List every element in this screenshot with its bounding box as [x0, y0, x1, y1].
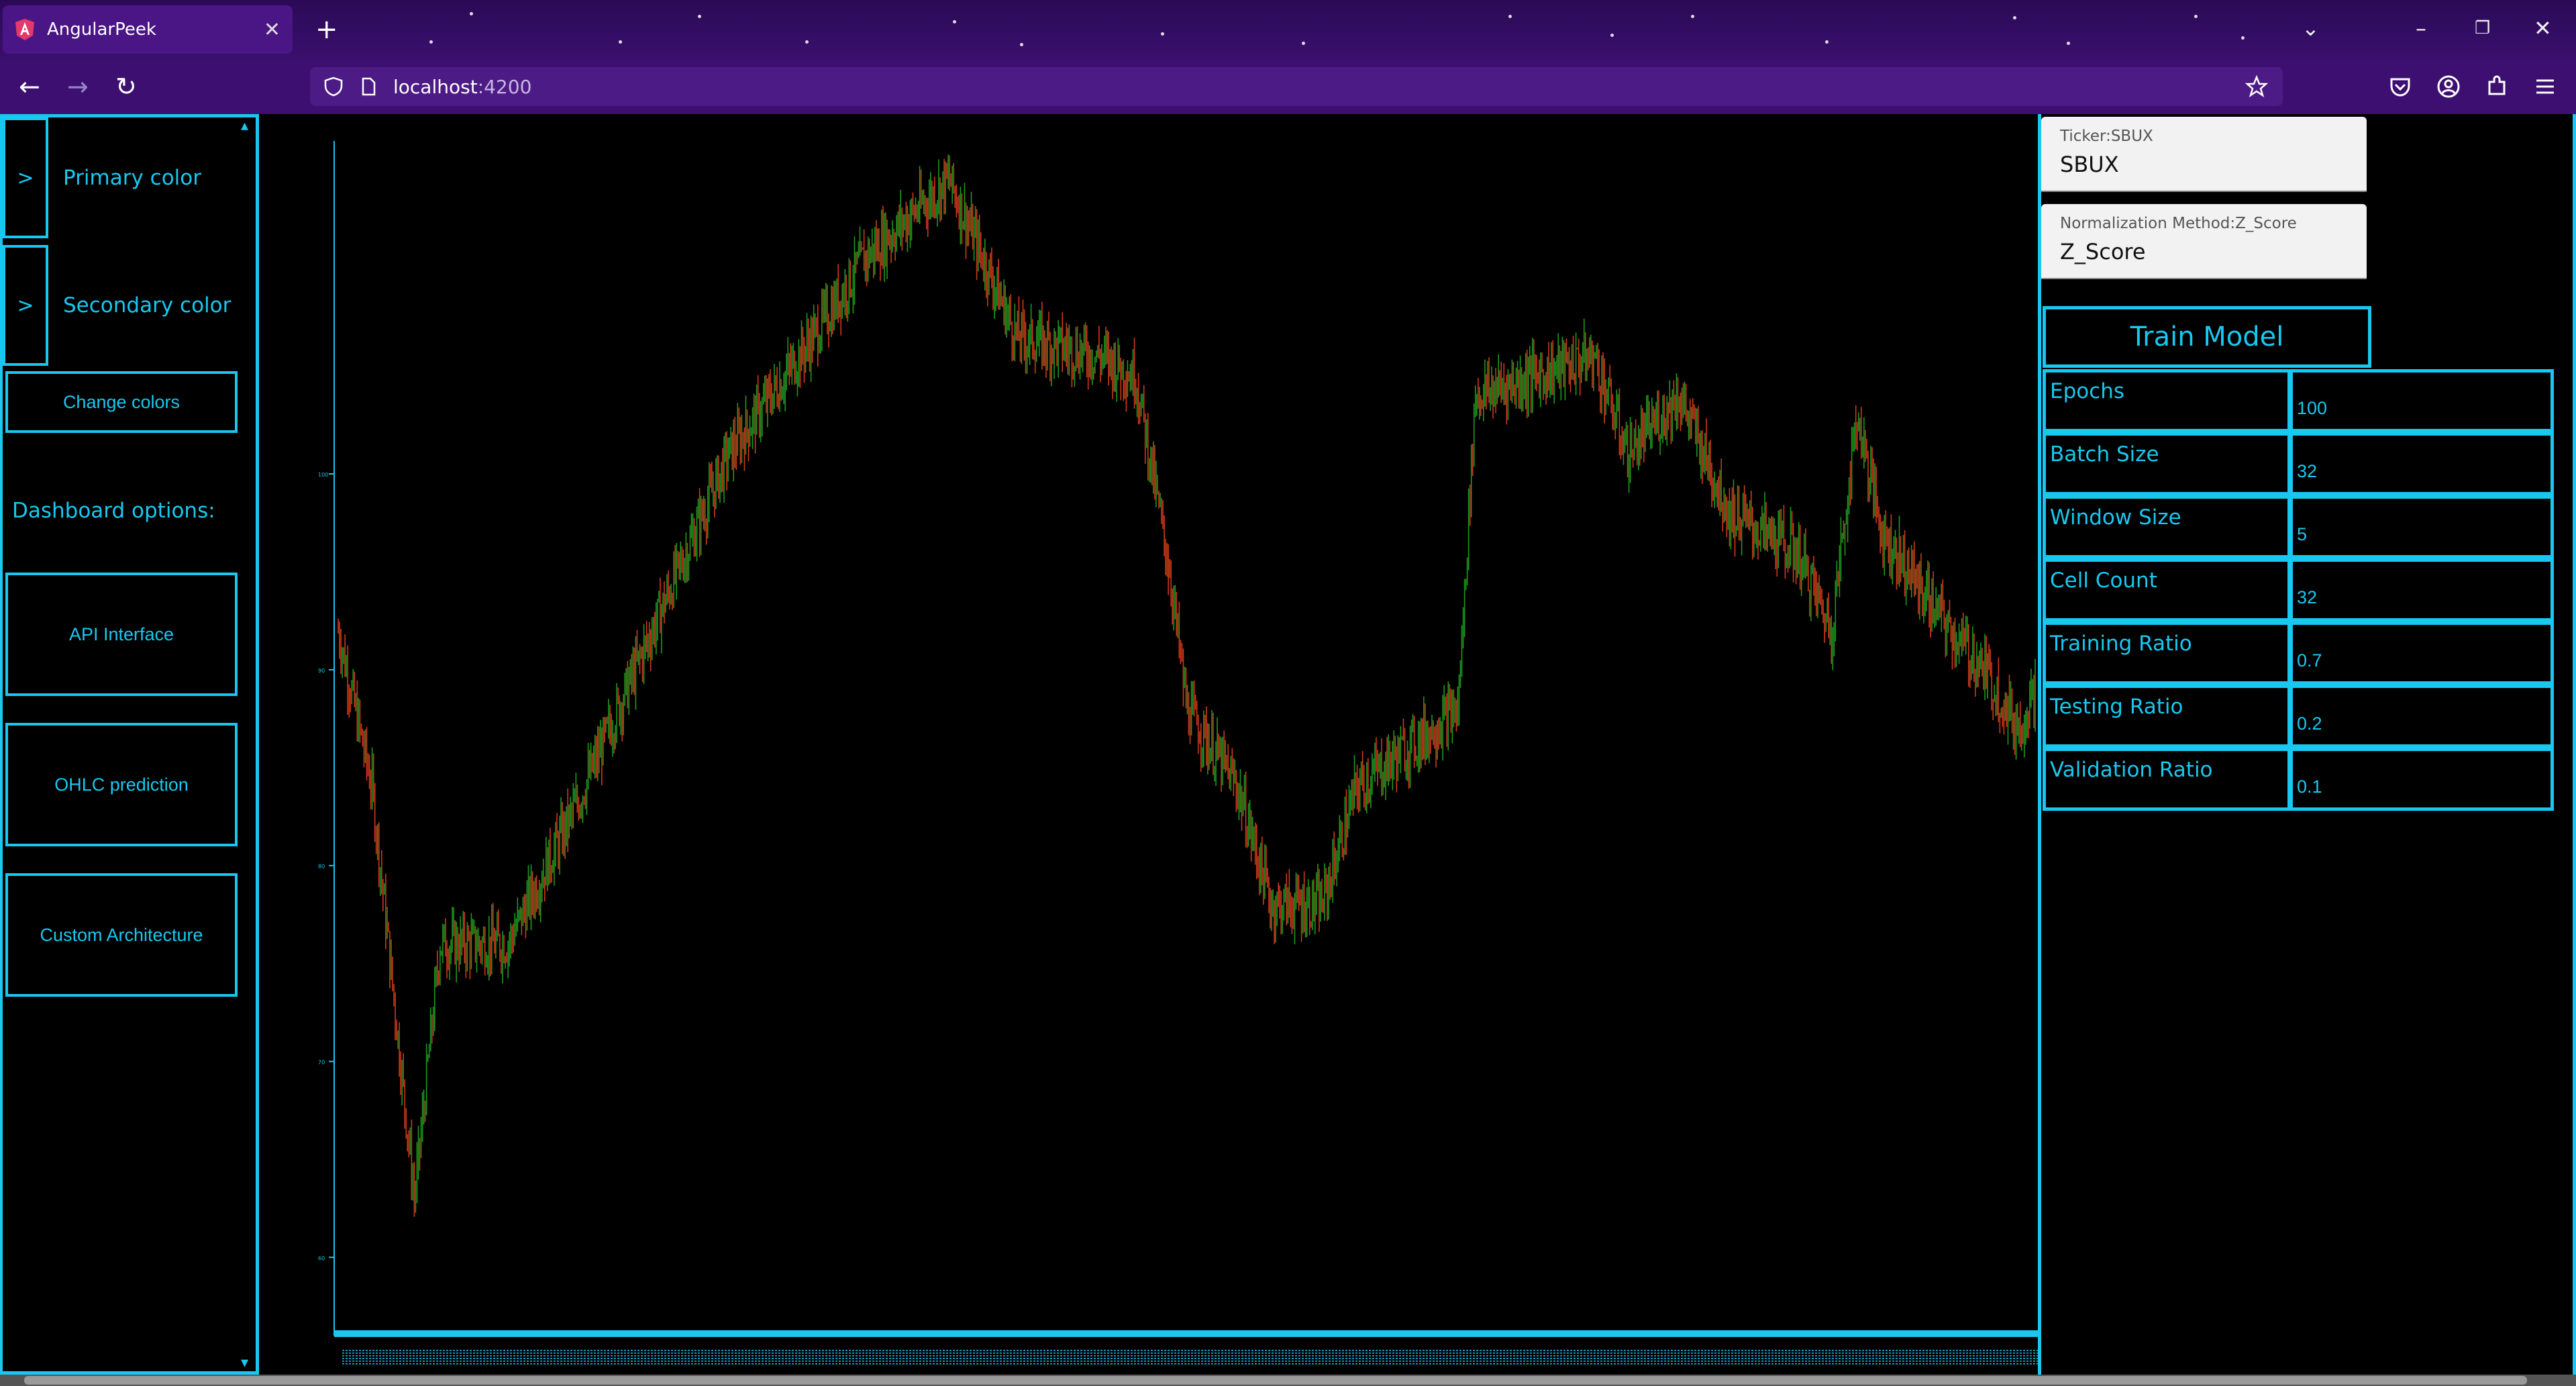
star-decoration	[805, 40, 809, 44]
param-row-testing-ratio: Testing Ratio 0.2	[2041, 685, 2554, 748]
param-label: Validation Ratio	[2043, 748, 2291, 811]
x-axis	[334, 1330, 2038, 1337]
param-row-cell-count: Cell Count 32	[2041, 558, 2554, 622]
sidebar-scrollbar[interactable]: ▴ ▾	[240, 117, 254, 1371]
forward-icon[interactable]: →	[67, 72, 89, 101]
star-decoration	[2067, 42, 2070, 45]
param-value-training-ratio[interactable]: 0.7	[2289, 622, 2554, 685]
param-row-batch-size: Batch Size 32	[2041, 432, 2554, 495]
star-decoration	[953, 20, 956, 23]
angular-icon	[15, 19, 34, 40]
ticker-field[interactable]: Ticker:SBUX SBUX	[2041, 117, 2367, 192]
star-decoration	[2194, 15, 2198, 18]
sidebar: > Primary color > Secondary color Change…	[0, 114, 259, 1375]
change-colors-button[interactable]: Change colors	[5, 371, 238, 433]
param-label: Training Ratio	[2043, 622, 2291, 685]
scroll-down-icon[interactable]: ▾	[241, 1354, 249, 1371]
param-value-validation-ratio[interactable]: 0.1	[2289, 748, 2554, 811]
star-decoration	[429, 40, 433, 44]
account-icon[interactable]	[2436, 74, 2461, 99]
y-tick-label: 80	[318, 864, 325, 870]
y-tick-label: 100	[318, 472, 328, 478]
star-decoration	[1825, 40, 1828, 44]
primary-color-label: Primary color	[63, 166, 201, 190]
ticker-field-label: Ticker:SBUX	[2060, 128, 2153, 145]
minimize-icon[interactable]: –	[2416, 15, 2426, 41]
train-model-button[interactable]: Train Model	[2043, 306, 2371, 368]
ohlc-chart-panel: 60 70 80 90 100	[259, 114, 2041, 1375]
url-host: localhost	[393, 75, 478, 98]
secondary-color-toggle[interactable]: >	[3, 245, 48, 366]
star-decoration	[1508, 15, 1512, 18]
plus-icon[interactable]: +	[315, 14, 338, 45]
close-icon[interactable]: ✕	[263, 17, 280, 42]
param-row-epochs: Epochs 100	[2041, 369, 2554, 432]
app-root: > Primary color > Secondary color Change…	[0, 114, 2576, 1386]
param-value-epochs[interactable]: 100	[2289, 369, 2554, 432]
param-label: Batch Size	[2043, 432, 2291, 495]
param-row-training-ratio: Training Ratio 0.7	[2041, 622, 2554, 685]
ohlc-prediction-button[interactable]: OHLC prediction	[5, 723, 238, 846]
tab-list-icon[interactable]: ⌄	[2302, 15, 2320, 41]
star-decoration	[1610, 34, 1614, 37]
api-interface-button[interactable]: API Interface	[5, 573, 238, 696]
menu-icon[interactable]	[2532, 74, 2558, 99]
star-decoration	[1020, 43, 1023, 46]
star-decoration	[619, 40, 622, 44]
star-decoration	[698, 15, 701, 18]
window-close-icon[interactable]: ✕	[2534, 15, 2552, 41]
y-tick-label: 60	[318, 1255, 325, 1261]
param-label: Testing Ratio	[2043, 685, 2291, 748]
normalization-field-value[interactable]: Z_Score	[2060, 239, 2146, 264]
param-value-batch-size[interactable]: 32	[2289, 432, 2554, 495]
ohlc-chart[interactable]: 60 70 80 90 100	[259, 114, 2038, 1375]
url-port: :4200	[477, 75, 532, 98]
star-decoration	[1161, 32, 1164, 36]
normalization-field[interactable]: Normalization Method:Z_Score Z_Score	[2041, 204, 2367, 279]
url-bar[interactable]: localhost:4200	[310, 67, 2283, 106]
primary-color-toggle[interactable]: >	[3, 117, 48, 238]
param-row-validation-ratio: Validation Ratio 0.1	[2041, 748, 2554, 811]
restore-icon[interactable]: ❐	[2475, 18, 2491, 38]
star-decoration	[2241, 36, 2245, 40]
param-row-window-size: Window Size 5	[2041, 495, 2554, 558]
pocket-icon[interactable]	[2387, 74, 2413, 99]
secondary-color-label: Secondary color	[63, 293, 231, 317]
primary-color-row[interactable]: > Primary color	[3, 117, 239, 238]
reload-icon[interactable]: ↻	[115, 72, 137, 101]
param-value-cell-count[interactable]: 32	[2289, 558, 2554, 622]
dashboard-options-heading: Dashboard options:	[12, 499, 215, 523]
param-label: Cell Count	[2043, 558, 2291, 622]
y-tick-label: 70	[318, 1059, 325, 1065]
star-decoration	[1302, 42, 1305, 45]
page-horizontal-scrollbar[interactable]	[0, 1375, 2576, 1386]
custom-architecture-button[interactable]: Custom Architecture	[5, 873, 238, 997]
bookmark-star-icon[interactable]	[2245, 75, 2268, 98]
tab-title: AngularPeek	[47, 19, 156, 40]
secondary-color-row[interactable]: > Secondary color	[3, 245, 239, 366]
param-value-window-size[interactable]: 5	[2289, 495, 2554, 558]
y-tick-label: 90	[318, 668, 325, 674]
back-icon[interactable]: ←	[19, 72, 40, 101]
shield-icon[interactable]	[323, 77, 344, 97]
param-value-testing-ratio[interactable]: 0.2	[2289, 685, 2554, 748]
scroll-up-icon[interactable]: ▴	[241, 117, 249, 134]
star-decoration	[1691, 15, 1694, 18]
extensions-icon[interactable]	[2484, 74, 2510, 99]
normalization-field-label: Normalization Method:Z_Score	[2060, 215, 2297, 232]
page-icon	[362, 77, 376, 96]
ticker-field-value[interactable]: SBUX	[2060, 152, 2119, 177]
star-decoration	[470, 12, 473, 15]
param-label: Window Size	[2043, 495, 2291, 558]
browser-nav-bar: ← → ↻ localhost:4200	[0, 59, 2576, 115]
browser-tab-bar: AngularPeek ✕ + ⌄ – ❐ ✕	[0, 0, 2576, 59]
param-label: Epochs	[2043, 369, 2291, 432]
browser-tab[interactable]: AngularPeek ✕	[3, 5, 293, 54]
training-panel: Ticker:SBUX SBUX Normalization Method:Z_…	[2041, 114, 2576, 1375]
star-decoration	[2013, 16, 2016, 19]
scrollbar-thumb[interactable]	[24, 1376, 2527, 1385]
